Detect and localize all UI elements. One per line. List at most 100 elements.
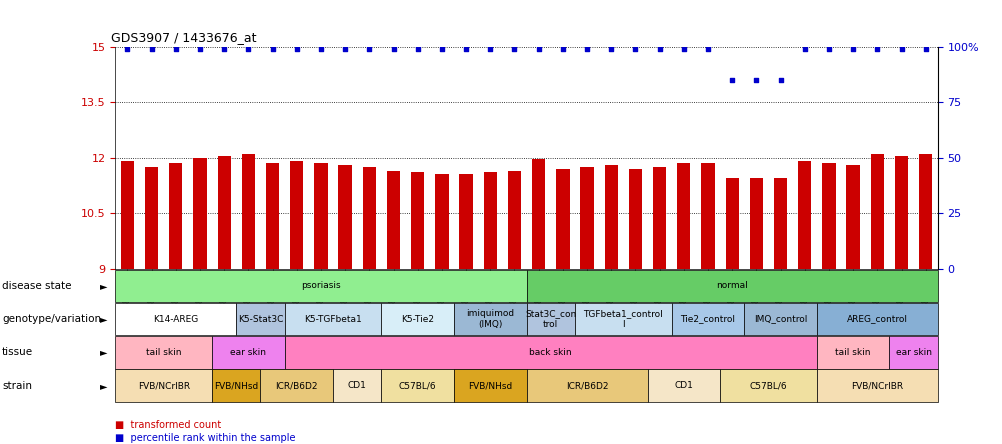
Point — [796, 45, 812, 52]
Point — [627, 45, 643, 52]
Bar — [333, 369, 381, 402]
Bar — [748, 178, 763, 269]
Bar — [822, 163, 835, 269]
Bar — [211, 336, 285, 369]
Text: imiquimod
(IMQ): imiquimod (IMQ) — [466, 309, 514, 329]
Bar — [526, 369, 647, 402]
Text: K5-TGFbeta1: K5-TGFbeta1 — [304, 314, 362, 324]
Bar — [743, 303, 816, 335]
Point — [772, 76, 788, 83]
Bar — [719, 369, 816, 402]
Text: FVB/NHsd: FVB/NHsd — [468, 381, 512, 390]
Point — [240, 45, 257, 52]
Bar — [381, 369, 454, 402]
Bar — [483, 172, 496, 269]
Point — [289, 45, 305, 52]
Text: ►: ► — [100, 314, 107, 324]
Text: K14-AREG: K14-AREG — [153, 314, 198, 324]
Bar — [217, 156, 230, 269]
Bar — [314, 163, 328, 269]
Text: FVB/NCrIBR: FVB/NCrIBR — [851, 381, 903, 390]
Bar — [236, 303, 285, 335]
Point — [216, 45, 232, 52]
Bar — [459, 174, 472, 269]
Point — [385, 45, 401, 52]
Text: disease state: disease state — [2, 281, 71, 291]
Bar — [285, 303, 381, 335]
Point — [167, 45, 183, 52]
Bar — [115, 369, 211, 402]
Text: strain: strain — [2, 381, 32, 391]
Text: psoriasis: psoriasis — [301, 281, 341, 290]
Text: ICR/B6D2: ICR/B6D2 — [276, 381, 318, 390]
Point — [820, 45, 836, 52]
Bar — [580, 167, 593, 269]
Bar — [816, 336, 889, 369]
Bar — [604, 165, 617, 269]
Text: AREG_control: AREG_control — [846, 314, 907, 324]
Point — [409, 45, 425, 52]
Bar — [700, 163, 714, 269]
Point — [893, 45, 909, 52]
Bar — [816, 369, 937, 402]
Point — [845, 45, 861, 52]
Point — [530, 45, 546, 52]
Bar — [724, 178, 738, 269]
Bar — [338, 165, 352, 269]
Bar — [169, 163, 182, 269]
Bar — [774, 178, 787, 269]
Bar — [507, 170, 521, 269]
Bar — [647, 369, 719, 402]
Bar — [894, 156, 907, 269]
Bar — [411, 172, 424, 269]
Text: genotype/variation: genotype/variation — [2, 314, 101, 324]
Bar — [387, 170, 400, 269]
Text: tail skin: tail skin — [835, 348, 870, 357]
Point — [143, 45, 159, 52]
Bar — [652, 167, 665, 269]
Bar — [889, 336, 937, 369]
Point — [361, 45, 377, 52]
Text: normal: normal — [715, 281, 747, 290]
Bar — [918, 154, 932, 269]
Point — [313, 45, 329, 52]
Point — [723, 76, 739, 83]
Text: CD1: CD1 — [348, 381, 367, 390]
Text: TGFbeta1_control
l: TGFbeta1_control l — [583, 309, 662, 329]
Bar — [628, 169, 641, 269]
Bar — [671, 303, 743, 335]
Bar — [798, 161, 811, 269]
Text: ICR/B6D2: ICR/B6D2 — [565, 381, 607, 390]
Text: tissue: tissue — [2, 347, 33, 357]
Text: FVB/NHsd: FVB/NHsd — [214, 381, 259, 390]
Bar — [211, 369, 261, 402]
Text: Tie2_control: Tie2_control — [679, 314, 734, 324]
Text: GDS3907 / 1433676_at: GDS3907 / 1433676_at — [111, 31, 257, 44]
Text: K5-Tie2: K5-Tie2 — [401, 314, 434, 324]
Point — [602, 45, 618, 52]
Text: ►: ► — [100, 281, 107, 291]
Point — [747, 76, 764, 83]
Point — [869, 45, 885, 52]
Text: back skin: back skin — [529, 348, 571, 357]
Point — [265, 45, 281, 52]
Point — [119, 45, 135, 52]
Point — [699, 45, 715, 52]
Text: K5-Stat3C: K5-Stat3C — [237, 314, 283, 324]
Bar — [816, 303, 937, 335]
Text: Stat3C_con
trol: Stat3C_con trol — [525, 309, 576, 329]
Text: ear skin: ear skin — [895, 348, 931, 357]
Bar — [574, 303, 671, 335]
Text: IMQ_control: IMQ_control — [754, 314, 807, 324]
Bar — [115, 336, 211, 369]
Text: tail skin: tail skin — [146, 348, 181, 357]
Bar — [381, 303, 454, 335]
Point — [337, 45, 353, 52]
Bar — [435, 174, 448, 269]
Bar — [846, 165, 859, 269]
Text: ►: ► — [100, 347, 107, 357]
Bar — [241, 154, 255, 269]
Text: ■  percentile rank within the sample: ■ percentile rank within the sample — [115, 433, 296, 443]
Point — [458, 45, 474, 52]
Bar — [266, 163, 279, 269]
